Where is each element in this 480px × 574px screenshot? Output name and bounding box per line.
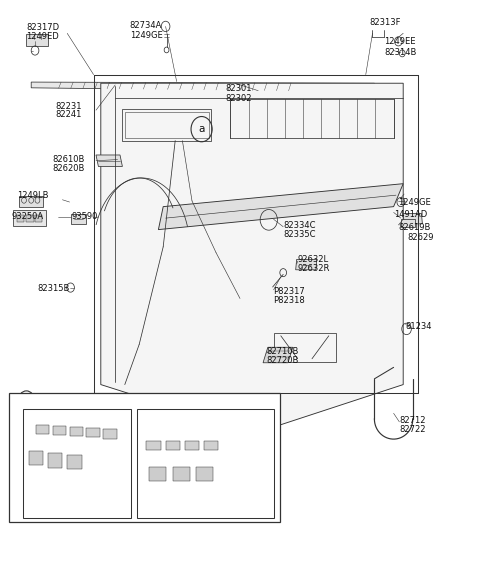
- Polygon shape: [141, 432, 263, 460]
- Bar: [149, 467, 166, 481]
- Text: 1249EE: 1249EE: [384, 37, 416, 46]
- Text: 82619B: 82619B: [398, 223, 431, 232]
- Text: 82734A: 82734A: [130, 21, 162, 30]
- Polygon shape: [19, 196, 43, 207]
- Polygon shape: [96, 155, 122, 166]
- Text: 93570B: 93570B: [55, 403, 87, 412]
- Text: 82720B: 82720B: [266, 356, 299, 365]
- Text: 1249LB: 1249LB: [17, 191, 48, 200]
- Bar: [53, 426, 66, 435]
- Polygon shape: [26, 34, 48, 46]
- Text: a: a: [198, 124, 205, 134]
- Text: 82231: 82231: [55, 102, 82, 111]
- Polygon shape: [101, 83, 403, 433]
- Text: 82629: 82629: [407, 233, 433, 242]
- Text: (PASSENGER): (PASSENGER): [154, 400, 210, 409]
- Polygon shape: [263, 347, 293, 363]
- Text: 1249ED: 1249ED: [26, 32, 59, 41]
- Bar: [35, 215, 42, 222]
- Bar: [48, 453, 62, 468]
- Text: 82712: 82712: [399, 416, 426, 425]
- Bar: [23, 409, 131, 518]
- Text: 93576B: 93576B: [162, 484, 195, 494]
- Text: P82318: P82318: [274, 296, 305, 305]
- Polygon shape: [401, 219, 415, 227]
- Text: 93710B: 93710B: [30, 488, 62, 497]
- Polygon shape: [296, 259, 317, 270]
- Text: 92632R: 92632R: [298, 264, 330, 273]
- Text: 82315B: 82315B: [37, 284, 70, 293]
- Polygon shape: [403, 214, 422, 224]
- Text: 82317D: 82317D: [26, 23, 60, 32]
- Bar: [67, 455, 82, 469]
- Text: 82334C: 82334C: [283, 220, 316, 230]
- Polygon shape: [29, 419, 120, 448]
- Text: 82301: 82301: [226, 84, 252, 94]
- Text: 81234: 81234: [406, 321, 432, 331]
- Text: 82722: 82722: [399, 425, 426, 434]
- Text: 82710B: 82710B: [266, 347, 299, 356]
- Circle shape: [36, 480, 52, 498]
- Text: 93577: 93577: [167, 435, 193, 444]
- Text: P82317: P82317: [274, 287, 305, 296]
- Bar: [17, 215, 24, 222]
- Text: 1249GE: 1249GE: [398, 197, 431, 207]
- Bar: [36, 425, 49, 434]
- Bar: [70, 427, 83, 436]
- Polygon shape: [158, 184, 403, 230]
- Text: 1491AD: 1491AD: [394, 210, 427, 219]
- Polygon shape: [71, 214, 86, 224]
- Bar: [185, 441, 199, 450]
- Bar: [26, 215, 34, 222]
- Bar: [103, 429, 117, 439]
- Bar: [9, 393, 280, 522]
- Text: 1249GE: 1249GE: [130, 30, 162, 40]
- Text: 82620B: 82620B: [53, 164, 85, 173]
- Text: 82335C: 82335C: [283, 230, 316, 239]
- Bar: [166, 441, 180, 450]
- Text: 93590: 93590: [72, 212, 98, 222]
- Text: 93575B: 93575B: [167, 412, 199, 421]
- Bar: [196, 467, 213, 481]
- Bar: [29, 451, 43, 465]
- Text: 82241: 82241: [55, 110, 82, 119]
- Text: 93250A: 93250A: [12, 212, 44, 222]
- Text: 93572A: 93572A: [44, 416, 76, 425]
- Text: 82313F: 82313F: [370, 18, 401, 28]
- Text: 82302: 82302: [226, 94, 252, 103]
- Bar: [137, 409, 274, 518]
- Bar: [146, 441, 161, 450]
- Polygon shape: [31, 82, 374, 92]
- Text: 82314B: 82314B: [384, 48, 416, 57]
- Bar: [173, 467, 190, 481]
- Bar: [204, 441, 218, 450]
- Text: 93571A: 93571A: [58, 478, 90, 487]
- Text: 92632L: 92632L: [298, 255, 329, 264]
- Text: 82610B: 82610B: [53, 155, 85, 164]
- Bar: [86, 428, 100, 437]
- Circle shape: [25, 480, 40, 498]
- Text: a: a: [24, 395, 29, 406]
- Polygon shape: [13, 210, 46, 226]
